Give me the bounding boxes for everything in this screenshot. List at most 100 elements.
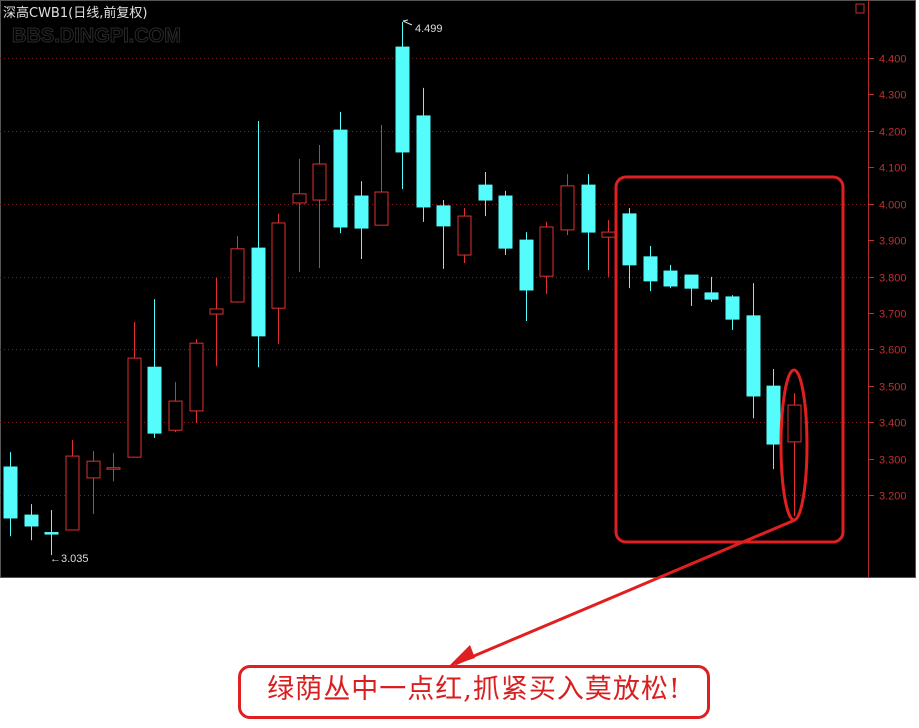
candle-body [292, 193, 307, 204]
candle [333, 111, 348, 234]
candle-body [24, 514, 39, 527]
candle [416, 87, 431, 222]
candle-body [395, 46, 410, 153]
y-tick-label: 3.600 [879, 345, 907, 357]
y-tick-label: 3.500 [879, 382, 907, 394]
candle [643, 245, 658, 292]
y-tick-label: 3.700 [879, 309, 907, 321]
callout-box: 绿荫丛中一点红,抓紧买入莫放松! [238, 665, 710, 719]
candle-body [189, 342, 204, 412]
candle [312, 145, 327, 269]
candle [209, 277, 224, 367]
highlight-box [614, 175, 845, 544]
candle-body [374, 191, 389, 226]
chart-title: 深高CWB1(日线,前复权) [3, 6, 148, 21]
candle [44, 509, 59, 556]
candle-body [622, 213, 637, 266]
candle [560, 174, 575, 236]
candle-body [787, 404, 802, 443]
candle-body [168, 400, 183, 431]
y-tick-label: 3.400 [879, 418, 907, 430]
candle [3, 452, 18, 537]
candle-body [478, 184, 493, 201]
candle-body [704, 292, 719, 300]
candle [189, 339, 204, 423]
candle [498, 190, 513, 256]
candle-body [416, 115, 431, 208]
y-tick-label: 3.800 [879, 273, 907, 285]
candle [725, 295, 740, 331]
candle-body [312, 163, 327, 201]
candle [354, 181, 369, 260]
candle-body [539, 226, 554, 277]
candle [230, 236, 245, 303]
candle-body [44, 532, 59, 535]
candle-body [354, 195, 369, 229]
candle-body [86, 460, 101, 479]
y-tick-label: 4.000 [879, 200, 907, 212]
candle-body [65, 455, 80, 531]
y-tick-label: 4.100 [879, 163, 907, 175]
candle-body [209, 308, 224, 315]
watermark: BBS.DINGPI.COM [12, 25, 181, 47]
chart-background [0, 0, 916, 578]
grid-lines [0, 58, 868, 496]
candle-body [436, 205, 451, 227]
candle-body [147, 366, 162, 434]
candle [787, 393, 802, 517]
candle-body [601, 231, 616, 238]
max-marker: 4.499 [402, 19, 443, 35]
maximize-icon[interactable] [855, 3, 865, 14]
candle-body [725, 296, 740, 320]
candle-body [333, 129, 348, 228]
candle [457, 208, 472, 264]
candle [127, 322, 142, 458]
candle [65, 440, 80, 531]
candle [436, 200, 451, 269]
chart-border [0, 0, 916, 578]
candle [251, 121, 266, 368]
candle-body [684, 274, 699, 289]
candle-body [643, 256, 658, 282]
y-tick-label: 4.200 [879, 127, 907, 139]
candle [374, 125, 389, 226]
candle [478, 171, 493, 217]
candle [663, 264, 678, 289]
candle [168, 382, 183, 433]
candle [704, 276, 719, 303]
candle-body [766, 385, 781, 445]
max-label: 4.499 [415, 23, 443, 35]
candle [684, 274, 699, 307]
candle [271, 213, 286, 344]
candle [147, 299, 162, 438]
callout-arrowhead-icon [448, 645, 475, 667]
candle-body [230, 248, 245, 303]
y-tick-label: 3.300 [879, 455, 907, 467]
min-label: ←3.035 [50, 553, 89, 565]
candle [581, 174, 596, 270]
max-arrow-icon [402, 19, 413, 26]
candle [395, 21, 410, 190]
candle [106, 453, 121, 482]
candle [746, 283, 761, 419]
candle [766, 369, 781, 470]
candle-body [519, 239, 534, 291]
y-tick-label: 4.300 [879, 90, 907, 102]
candle-body [106, 467, 121, 470]
candle [292, 158, 307, 273]
y-axis: 4.400 4.300 4.200 4.100 4.000 3.900 3.800 3.700… [868, 54, 907, 503]
candle-body [560, 185, 575, 231]
candle [519, 232, 534, 321]
candle [622, 208, 637, 289]
callout-text: 绿荫丛中一点红,抓紧买入莫放松! [267, 674, 681, 705]
candle-body [251, 247, 266, 337]
candle [86, 450, 101, 514]
candle [24, 504, 39, 541]
candles [3, 21, 802, 556]
candle-body [457, 215, 472, 256]
candle [539, 221, 554, 295]
candle-body [663, 270, 678, 287]
candle-body [127, 357, 142, 458]
candle-body [271, 222, 286, 309]
